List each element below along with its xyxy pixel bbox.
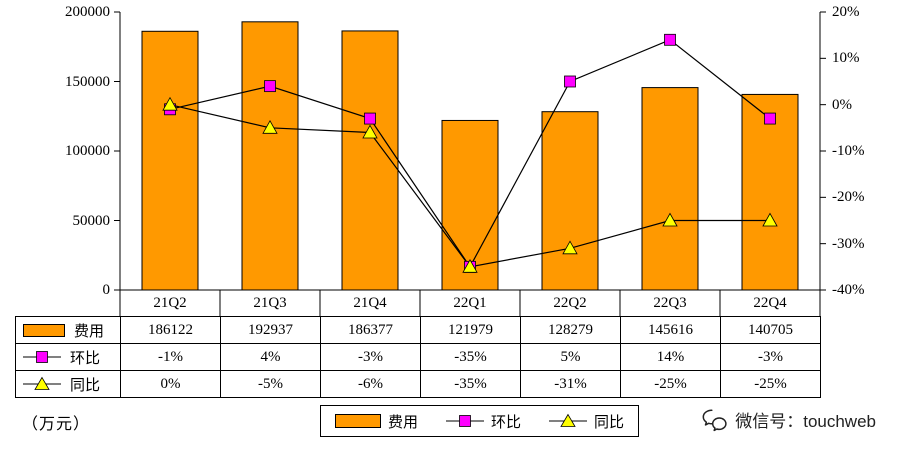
right-axis-tick-label: 10% [832,50,860,67]
right-axis-tick-label: -20% [832,189,865,206]
right-axis-tick-label: -40% [832,282,865,298]
table-cell: -3% [320,343,421,371]
table-cell: -25% [720,370,821,398]
table-cell: 121979 [420,316,521,344]
qoq-marker [564,75,576,88]
category-label-21Q3: 21Q3 [253,295,287,311]
table-cell: -3% [720,343,821,371]
table-cell: 186122 [120,316,221,344]
category-label-21Q2: 21Q2 [153,295,187,311]
table-cell: -31% [520,370,621,398]
wechat-watermark: 微信号：touchweb [701,406,876,433]
chart-legend: 费用 环比 同比 [320,405,640,437]
bar-21Q3 [241,21,299,291]
table-row-label: 同比 [70,377,101,394]
wechat-icon [702,409,727,432]
table-cell: 140705 [720,316,821,344]
qoq-marker [364,112,376,125]
category-label-22Q4: 22Q4 [753,295,787,311]
table-cell: -5% [220,370,321,398]
square-marker-swatch [446,415,485,427]
legend-label: 费用 [388,414,419,431]
bar-21Q4 [341,30,399,291]
table-row-label: 费用 [74,323,105,340]
table-row-header: 费用 [15,316,121,344]
category-label-22Q1: 22Q1 [453,295,487,311]
table-cell: 4% [220,343,321,371]
triangle-marker-swatch [23,376,61,390]
legend-label: 环比 [491,414,522,431]
table-cell: 186377 [320,316,421,344]
table-cell: -25% [620,370,721,398]
right-axis-tick-label: -10% [832,143,865,159]
table-cell: 192937 [220,316,321,344]
left-axis-tick-label: 150000 [65,73,110,90]
triangle-marker-swatch [549,413,588,427]
left-axis-tick-label: 200000 [65,4,110,20]
category-label-21Q4: 21Q4 [353,295,387,311]
table-row-环比: 环比 -1% 4% -3% -35% 5% 14% -3% [15,343,821,371]
left-axis-tick-label: 100000 [65,143,110,159]
bar-swatch [335,414,381,428]
yoy-marker [462,259,478,273]
table-row-同比: 同比 0% -5% -6% -35% -31% -25% -25% [15,370,821,398]
bar-22Q3 [641,87,699,291]
qoq-marker [764,112,776,125]
table-cell: -35% [420,343,521,371]
bar-swatch [23,323,65,337]
legend-label: 同比 [594,414,625,431]
right-axis-tick-label: 20% [832,4,860,20]
chart-data-table: 费用 186122 192937 186377 121979 128279 145616 14… [15,316,821,398]
right-axis-tick-label: 0% [832,96,852,113]
category-label-22Q3: 22Q3 [653,295,687,311]
unit-label: （万元） [22,416,91,433]
yoy-marker [762,212,778,227]
bar-21Q2 [141,30,199,291]
table-row-费用: 费用 186122 192937 186377 121979 128279 145616 14… [15,316,821,344]
yoy-marker [562,240,578,255]
legend-item-费用: 费用 [335,411,418,432]
square-marker-swatch [23,351,61,363]
left-axis-tick-label: 50000 [72,212,111,229]
table-cell: 145616 [620,316,721,344]
yoy-marker [162,96,178,111]
legend-item-环比: 环比 [446,411,521,432]
yoy-marker [662,212,678,227]
qoq-marker [664,33,676,46]
watermark-text: 微信号：touchweb [735,412,876,431]
table-row-header: 环比 [15,343,121,371]
yoy-marker [362,124,378,139]
table-row-header: 同比 [15,370,121,398]
category-label-22Q2: 22Q2 [553,295,587,311]
table-cell: -1% [120,343,221,371]
table-row-label: 环比 [70,350,101,367]
right-axis-tick-label: -30% [832,235,865,252]
legend-item-同比: 同比 [549,411,624,432]
bar-22Q2 [541,111,599,291]
table-cell: 14% [620,343,721,371]
left-axis-tick-label: 0 [102,282,111,298]
table-cell: -6% [320,370,421,398]
table-cell: 5% [520,343,621,371]
table-cell: 128279 [520,316,621,344]
table-cell: -35% [420,370,521,398]
table-cell: 0% [120,370,221,398]
qoq-marker [264,80,276,93]
yoy-marker [262,120,278,134]
